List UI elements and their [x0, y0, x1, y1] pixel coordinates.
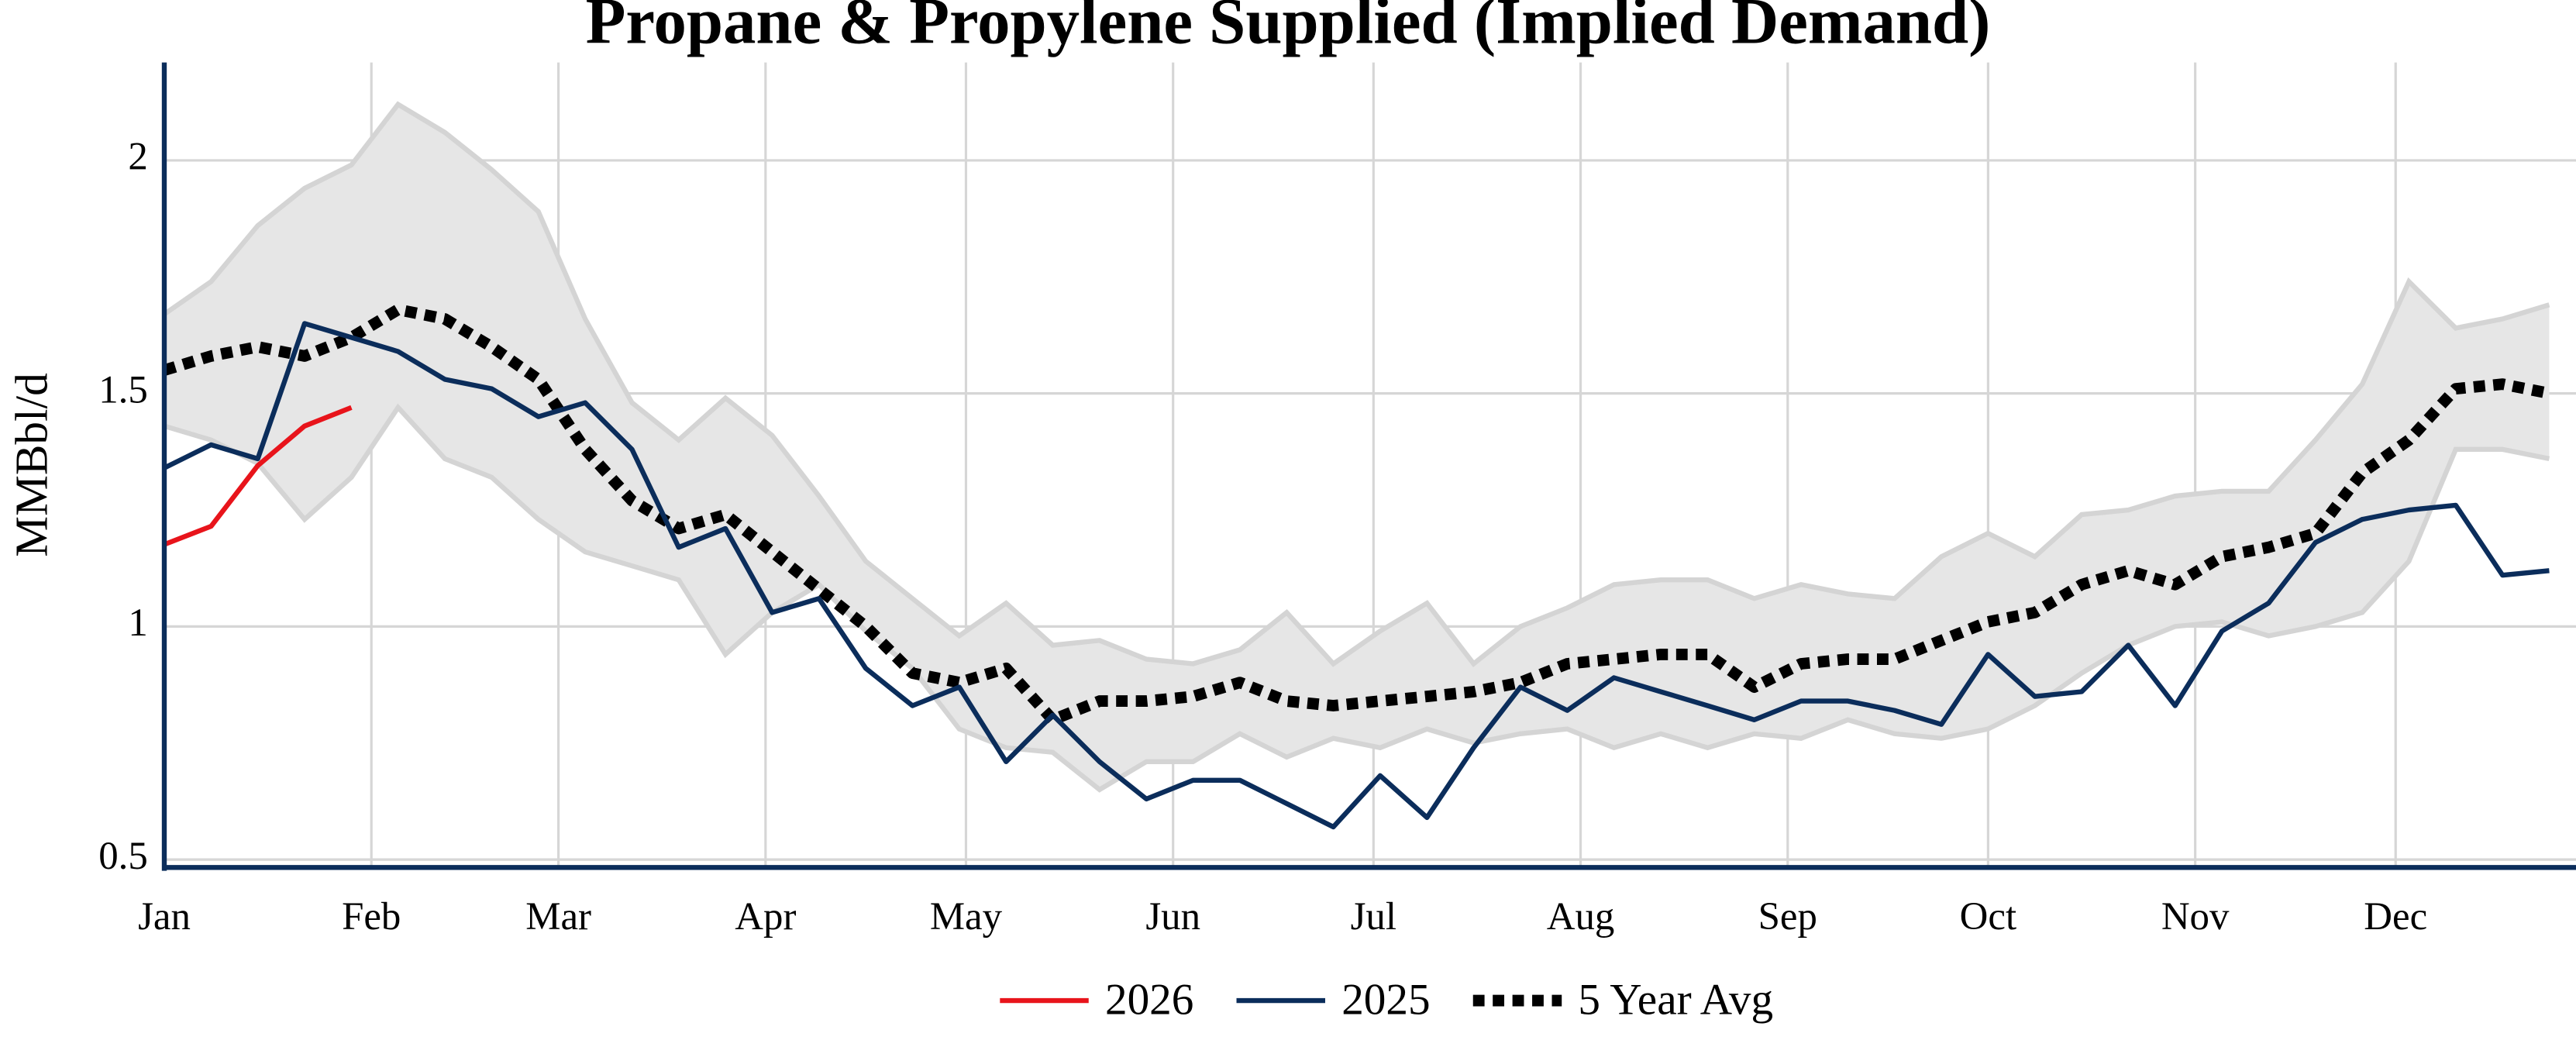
- legend-label: 2026: [1105, 975, 1193, 1024]
- x-tick-label: Apr: [735, 895, 796, 939]
- x-tick-label: Jan: [138, 895, 191, 939]
- band-edge: [164, 403, 2550, 793]
- y-tick-label: 2: [128, 136, 147, 179]
- chart-title: Propane & Propylene Supplied (Implied De…: [586, 0, 1991, 58]
- legend-label: 2025: [1341, 975, 1430, 1024]
- legend-item: 2026: [1000, 975, 1193, 1024]
- x-tick-label: Jun: [1145, 895, 1200, 939]
- x-tick-label: Oct: [1960, 895, 2016, 939]
- series-line: [164, 321, 2550, 830]
- x-tick-label: May: [930, 895, 1003, 939]
- x-tick-label: Dec: [2364, 895, 2427, 939]
- legend: 2026 2025 5 Year Avg: [1000, 975, 1773, 1024]
- x-tick-label: Mar: [525, 895, 591, 939]
- legend-item: 2025: [1236, 975, 1431, 1024]
- legend-label: 5 Year Avg: [1578, 975, 1773, 1024]
- series-line: [164, 304, 2550, 726]
- x-tick-label: Feb: [342, 895, 401, 939]
- plot-area: [164, 101, 2550, 830]
- range-band: [164, 104, 2550, 790]
- x-tick-label: Sep: [1758, 895, 1817, 939]
- band-edge: [164, 101, 2550, 667]
- x-tick-label: Nov: [2161, 895, 2230, 939]
- y-tick-label: 1.5: [98, 368, 148, 412]
- legend-item: 5 Year Avg: [1472, 975, 1773, 1024]
- y-tick-label: 0.5: [98, 835, 148, 878]
- series-line: [164, 405, 353, 547]
- y-axis-label: MMBbl/d: [5, 373, 57, 556]
- y-tick-label: 1: [128, 601, 147, 645]
- axes: 0.5 1 1.5 2 Jan Feb Mar Apr May Jun Jul Aug Sep Oct No…: [98, 62, 2576, 939]
- x-tick-label: Jul: [1351, 895, 1396, 939]
- x-tick-label: Aug: [1547, 895, 1615, 939]
